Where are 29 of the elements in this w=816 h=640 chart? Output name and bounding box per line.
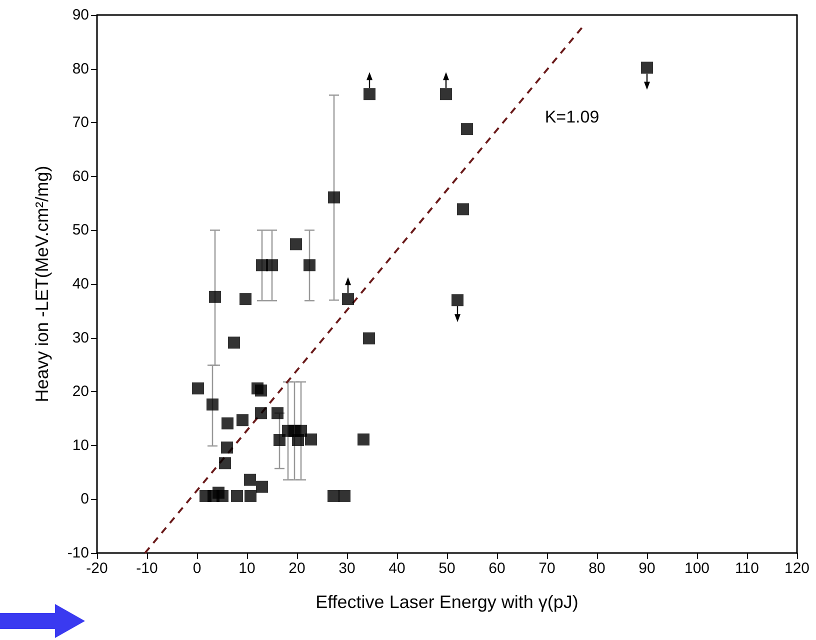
x-tick-label: 0 [192, 560, 202, 577]
y-tick-label: 20 [72, 383, 89, 400]
x-tick-label: 100 [684, 560, 710, 577]
x-tick-label: 70 [538, 560, 556, 577]
x-tick-label: 80 [588, 560, 606, 577]
x-tick-label: 20 [288, 560, 306, 577]
x-tick-label: 10 [238, 560, 256, 577]
y-tick-label: 60 [72, 168, 89, 185]
y-tick-label: -10 [67, 544, 89, 562]
x-tick-label: 30 [338, 560, 356, 577]
y-tick-label: 70 [72, 114, 89, 132]
x-tick-label: -10 [136, 560, 158, 577]
x-tick-label: -20 [86, 560, 108, 577]
y-tick-label: 30 [72, 329, 89, 346]
x-axis-title: Effective Laser Energy with γ(pJ) [316, 592, 578, 612]
y-tick-label: 80 [72, 60, 89, 78]
x-tick-label: 110 [735, 560, 759, 577]
y-tick-label: 90 [72, 6, 89, 24]
x-tick-label: 40 [388, 560, 406, 577]
y-tick-label: 50 [72, 222, 89, 239]
y-tick-label: 0 [80, 490, 89, 508]
x-tick-label: 90 [638, 560, 656, 577]
y-axis-title: Heavy ion -LET(MeV.cm²/mg) [32, 166, 52, 402]
x-tick-label: 120 [784, 560, 810, 577]
x-tick-label: 50 [438, 560, 456, 577]
annotation: K=1.09 [544, 108, 600, 126]
y-tick-label: 10 [72, 436, 89, 454]
x-tick-label: 60 [488, 560, 506, 577]
y-tick-label: 40 [72, 276, 89, 292]
